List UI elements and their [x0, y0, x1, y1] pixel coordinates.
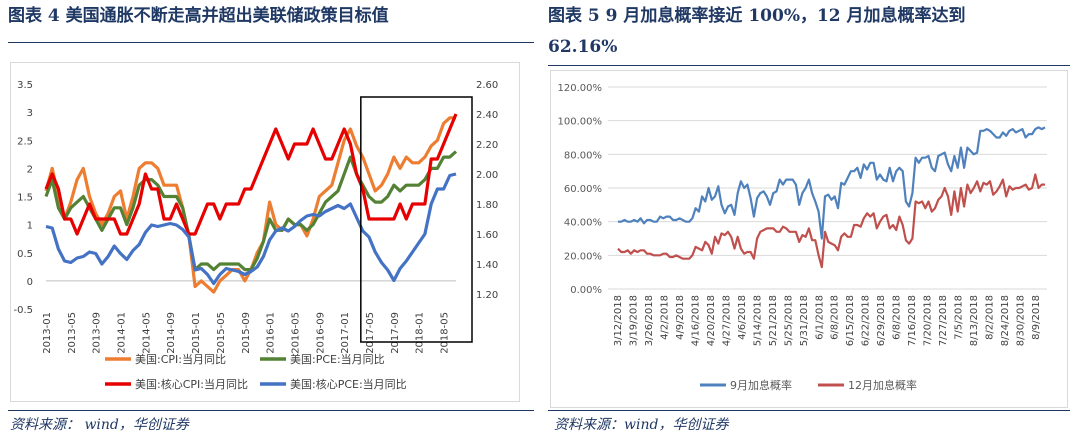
x-tick-label: 7/27/2018 [938, 295, 949, 346]
x-tick-label: 2017-09 [390, 312, 401, 354]
x-tick-label: 3/19/2018 [628, 295, 639, 346]
x-tick-label: 2016-01 [266, 312, 277, 354]
x-tick-label: 5/14/2018 [752, 295, 763, 346]
x-tick-label: 8/9/2018 [1031, 295, 1042, 340]
y-right-tick-label: 1.40 [476, 260, 498, 271]
x-tick-label: 7/16/2018 [907, 295, 918, 346]
y-tick-label: 20.00% [564, 251, 602, 262]
series-line [618, 126, 1046, 240]
right-caption-line1: 图表 5 9 月加息概率接近 100%，12 月加息概率达到 [548, 6, 966, 26]
right-source-rule [548, 410, 1070, 411]
x-tick-label: 2013-09 [92, 312, 103, 354]
series-line [45, 172, 457, 286]
y-left-tick-label: 2.5 [17, 136, 33, 147]
x-tick-label: 3/26/2018 [644, 295, 655, 346]
x-tick-label: 2013-01 [42, 312, 53, 354]
y-tick-label: 40.00% [564, 218, 602, 229]
legend-label: 9月加息概率 [730, 378, 792, 392]
y-left-tick-label: 1 [27, 221, 33, 232]
y-left-tick-label: 1.5 [17, 193, 33, 204]
x-tick-label: 7/20/2018 [923, 295, 934, 346]
x-tick-label: 2014-01 [117, 312, 128, 354]
x-tick-label: 6/1/2018 [814, 295, 825, 340]
x-tick-label: 2018-01 [415, 312, 426, 354]
x-tick-label: 6/29/2018 [876, 295, 887, 346]
y-left-tick-label: 0 [27, 277, 33, 288]
x-tick-label: 8/30/2018 [1016, 295, 1027, 346]
x-tick-label: 5/25/2018 [783, 295, 794, 346]
y-tick-label: 120.00% [558, 83, 603, 94]
x-tick-label: 4/2/2018 [659, 295, 670, 340]
x-tick-label: 2017-05 [365, 312, 376, 354]
x-tick-label: 7/5/2018 [954, 295, 965, 340]
y-right-tick-label: 2.00 [476, 170, 498, 181]
y-tick-label: 80.00% [564, 150, 602, 161]
x-tick-label: 2017-01 [340, 312, 351, 354]
x-tick-label: 4/9/2018 [675, 295, 686, 340]
right-caption-rule [548, 65, 1070, 66]
x-tick-label: 2014-09 [166, 312, 177, 354]
x-tick-label: 2014-05 [141, 312, 152, 354]
x-tick-label: 4/16/2018 [690, 295, 701, 346]
x-tick-label: 2016-05 [290, 312, 301, 354]
y-right-tick-label: 1.60 [476, 230, 498, 241]
y-left-tick-label: 3.5 [17, 80, 33, 91]
y-right-tick-label: 2.60 [476, 80, 498, 91]
rate-hike-legend: 9月加息概率 12月加息概率 [700, 378, 917, 392]
highlight-box [360, 96, 473, 343]
inflation-chart: -0.5 0 0.5 1 1.5 2 2.5 3 3.5 1.20 1.40 1.60 1.80 2.00… [10, 62, 520, 402]
x-tick-label: 2018-05 [440, 312, 451, 354]
rate-hike-chart-frame [550, 70, 1068, 408]
y-right-tick-label: 1.80 [476, 200, 498, 211]
legend-label: 12月加息概率 [848, 378, 917, 392]
y-tick-label: 100.00% [558, 117, 603, 128]
legend-label: 美国:核心PCE:当月同比 [290, 377, 407, 391]
y-right-tick-label: 2.20 [476, 140, 498, 151]
x-tick-label: 4/6/2018 [737, 295, 748, 340]
series-line [617, 173, 1045, 269]
y-tick-label: 60.00% [564, 184, 602, 195]
x-tick-label: 6/22/2018 [861, 295, 872, 346]
x-tick-label: 8/13/2018 [969, 295, 980, 346]
y-left-tick-label: 3 [27, 108, 33, 119]
y-right-tick-label: 2.40 [476, 110, 498, 121]
x-tick-label: 8/24/2018 [1000, 295, 1011, 346]
x-tick-label: 2016-09 [315, 312, 326, 354]
x-tick-label: 6/8/2018 [892, 295, 903, 340]
series-line [44, 113, 458, 236]
left-source: 资料来源： wind，华创证券 [10, 417, 189, 433]
y-left-tick-label: 2 [27, 164, 33, 175]
y-left-tick-label: -0.5 [13, 305, 33, 316]
legend-label: 美国:PCE:当月同比 [290, 352, 385, 366]
x-tick-label: 6/15/2018 [845, 295, 856, 346]
left-caption-rule [8, 42, 534, 43]
rate-hike-chart: 0.00% 20.00% 40.00% 60.00% 80.00% 100.00% 120.… [550, 70, 1068, 408]
left-source-rule [8, 410, 534, 411]
right-source: 资料来源：wind，华创证券 [554, 417, 729, 433]
right-caption-line2: 62.16% [548, 37, 618, 57]
x-tick-label: 2015-01 [191, 312, 202, 354]
x-tick-label: 2015-09 [241, 312, 252, 354]
x-tick-label: 2013-05 [67, 312, 78, 354]
x-tick-label: 8/2/2018 [985, 295, 996, 340]
x-tick-label: 5/21/2018 [768, 295, 779, 346]
legend-label: 美国:核心CPI:当月同比 [135, 377, 248, 391]
x-tick-label: 5/31/2018 [799, 295, 810, 346]
left-caption: 图表 4 美国通胀不断走高并超出美联储政策目标值 [8, 6, 389, 26]
x-tick-label: 4/27/2018 [721, 295, 732, 346]
x-tick-label: 4/20/2018 [706, 295, 717, 346]
y-right-tick-label: 1.20 [476, 290, 498, 301]
x-tick-label: 6/8/2018 [830, 295, 841, 340]
x-tick-label: 2015-05 [216, 312, 227, 354]
legend-label: 美国:CPI:当月同比 [135, 352, 226, 366]
x-tick-label: 3/12/2018 [613, 295, 624, 346]
y-left-tick-label: 0.5 [17, 249, 33, 260]
y-tick-label: 0.00% [570, 285, 602, 296]
